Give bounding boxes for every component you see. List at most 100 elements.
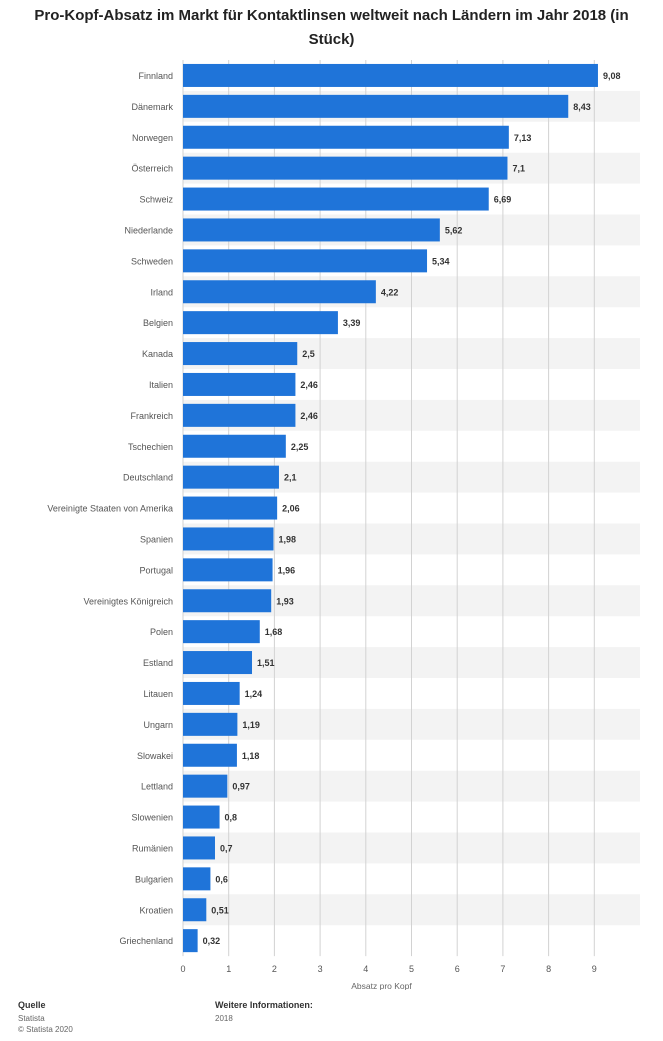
bar xyxy=(183,372,296,396)
x-tick-label: 9 xyxy=(592,964,597,974)
value-label: 2,06 xyxy=(282,504,300,514)
category-label: Finnland xyxy=(138,71,173,81)
category-label: Irland xyxy=(150,287,173,297)
bar xyxy=(183,465,279,489)
value-label: 1,96 xyxy=(278,565,296,575)
category-label: Portugal xyxy=(139,565,173,575)
value-label: 1,51 xyxy=(257,658,275,668)
bar xyxy=(183,681,240,705)
category-label: Griechenland xyxy=(119,936,173,946)
value-label: 9,08 xyxy=(603,71,621,81)
value-label: 5,62 xyxy=(445,225,463,235)
x-tick-label: 2 xyxy=(272,964,277,974)
value-label: 1,18 xyxy=(242,751,260,761)
bar xyxy=(183,712,238,736)
value-label: 5,34 xyxy=(432,256,450,266)
bar xyxy=(183,125,509,149)
bar xyxy=(183,187,489,211)
value-label: 2,25 xyxy=(291,442,309,452)
category-label: Norwegen xyxy=(132,133,173,143)
bar-chart: 0 1 2 3 4 5 6 7 8 9 Absatz pro Kopf Finnland 9,08 Dän… xyxy=(47,60,640,990)
value-label: 1,19 xyxy=(242,720,260,730)
copyright: © Statista 2020 xyxy=(18,1025,73,1034)
x-tick-label: 4 xyxy=(363,964,368,974)
bar xyxy=(183,743,237,767)
category-label: Kanada xyxy=(142,349,173,359)
category-label: Schweiz xyxy=(139,195,173,205)
bar xyxy=(183,403,296,427)
category-label: Estland xyxy=(143,658,173,668)
x-tick-label: 5 xyxy=(409,964,414,974)
x-tick-label: 1 xyxy=(226,964,231,974)
source-name: Statista xyxy=(18,1014,45,1023)
value-label: 4,22 xyxy=(381,287,399,297)
x-tick-label: 7 xyxy=(500,964,505,974)
x-axis-title: Absatz pro Kopf xyxy=(351,981,412,990)
info-label: Weitere Informationen: xyxy=(215,1000,313,1010)
bar xyxy=(183,280,376,304)
value-label: 1,98 xyxy=(278,534,296,544)
category-label: Vereinigtes Königreich xyxy=(83,596,173,606)
bar xyxy=(183,620,260,644)
value-label: 7,13 xyxy=(514,133,532,143)
bar xyxy=(183,249,428,273)
bar xyxy=(183,156,508,180)
bar xyxy=(183,558,273,582)
value-label: 1,68 xyxy=(265,627,283,637)
category-label: Frankreich xyxy=(130,411,173,421)
value-label: 2,46 xyxy=(300,411,318,421)
category-label: Slowakei xyxy=(137,751,173,761)
x-tick-label: 8 xyxy=(546,964,551,974)
value-label: 3,39 xyxy=(343,318,361,328)
bar xyxy=(183,342,298,366)
category-label: Polen xyxy=(150,627,173,637)
x-tick-label: 0 xyxy=(180,964,185,974)
category-label: Tschechien xyxy=(128,442,173,452)
bar xyxy=(183,651,253,675)
category-label: Vereinigte Staaten von Amerika xyxy=(47,504,173,514)
bar xyxy=(183,311,338,335)
value-label: 1,24 xyxy=(245,689,263,699)
category-label: Dänemark xyxy=(131,102,173,112)
bar xyxy=(183,434,286,458)
bar xyxy=(183,589,272,613)
value-label: 2,1 xyxy=(284,473,297,483)
value-label: 6,69 xyxy=(494,195,512,205)
bar xyxy=(183,805,220,829)
category-label: Kroatien xyxy=(139,905,173,915)
bar xyxy=(183,836,215,860)
bar xyxy=(183,898,207,922)
category-label: Österreich xyxy=(131,164,173,174)
category-label: Ungarn xyxy=(143,720,173,730)
value-label: 0,51 xyxy=(211,905,229,915)
category-label: Slowenien xyxy=(131,813,173,823)
value-label: 8,43 xyxy=(573,102,591,112)
category-label: Deutschland xyxy=(123,473,173,483)
bar xyxy=(183,63,598,87)
bar xyxy=(183,496,278,520)
bar xyxy=(183,867,211,891)
value-label: 0,32 xyxy=(203,936,221,946)
x-tick-label: 3 xyxy=(318,964,323,974)
value-label: 1,93 xyxy=(276,596,294,606)
value-label: 0,97 xyxy=(232,782,250,792)
bar xyxy=(183,929,198,953)
category-label: Niederlande xyxy=(124,225,173,235)
source-label: Quelle xyxy=(18,1000,46,1010)
value-label: 0,7 xyxy=(220,843,233,853)
category-label: Schweden xyxy=(131,256,173,266)
info-value: 2018 xyxy=(215,1014,233,1023)
bar xyxy=(183,774,228,798)
category-label: Litauen xyxy=(143,689,173,699)
bar xyxy=(183,218,440,242)
bar xyxy=(183,94,569,118)
value-label: 2,46 xyxy=(300,380,318,390)
value-label: 0,8 xyxy=(225,813,238,823)
value-label: 2,5 xyxy=(302,349,315,359)
chart-title: Pro-Kopf-Absatz im Markt für Kontaktlins… xyxy=(34,7,629,48)
x-tick-label: 6 xyxy=(455,964,460,974)
category-label: Belgien xyxy=(143,318,173,328)
category-label: Rumänien xyxy=(132,843,173,853)
value-label: 7,1 xyxy=(512,164,525,174)
category-label: Italien xyxy=(149,380,173,390)
